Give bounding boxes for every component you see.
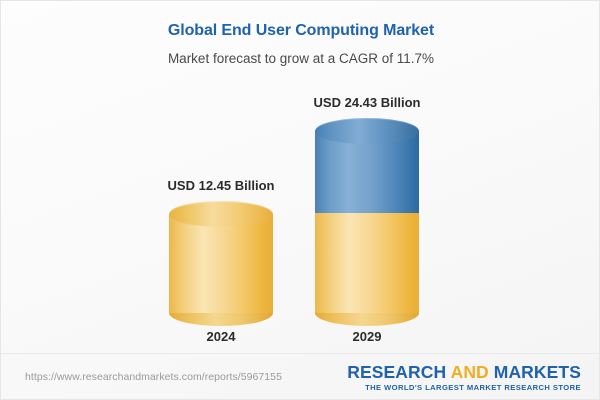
bar-value-label-2024: USD 12.45 Billion — [167, 178, 275, 193]
source-url[interactable]: https://www.researchandmarkets.com/repor… — [25, 371, 282, 383]
cylinder-top-ellipse-2029 — [315, 118, 419, 144]
brand-word-and: AND — [450, 362, 489, 382]
cylinder-segment-base-2029 — [315, 213, 419, 313]
chart-footer: https://www.researchandmarkets.com/repor… — [1, 354, 599, 399]
bar-group-2024: USD 12.45 Billion 2024 — [141, 89, 301, 344]
chart-subtitle: Market forecast to grow at a CAGR of 11.… — [167, 51, 435, 66]
cylinder-bar-2029[interactable] — [315, 118, 419, 326]
chart-title: Global End User Computing Market — [167, 22, 435, 39]
brand-word-research: RESEARCH — [347, 362, 447, 382]
cylinder-top-ellipse-2024 — [169, 201, 273, 227]
brand-tagline: THE WORLD'S LARGEST MARKET RESEARCH STOR… — [365, 383, 581, 392]
category-label-2024: 2024 — [206, 329, 236, 344]
footer-divider — [1, 353, 599, 354]
chart-header: Global End User Computing Market Market … — [1, 21, 599, 67]
category-label-2029: 2029 — [352, 329, 382, 344]
chart-plot-area: USD 12.45 Billion 2024 USD 24.43 Billion… — [1, 89, 599, 344]
brand-logo-wordmark: RESEARCH AND MARKETS — [347, 362, 581, 382]
cylinder-segment-growth-2029 — [315, 131, 419, 213]
bar-value-label-2029: USD 24.43 Billion — [313, 95, 421, 110]
cylinder-bar-2024[interactable] — [169, 201, 273, 326]
brand-logo[interactable]: RESEARCH AND MARKETS THE WORLD'S LARGEST… — [347, 362, 581, 393]
bar-group-2029: USD 24.43 Billion 2029 — [287, 89, 447, 344]
cylinder-body-2024 — [169, 214, 273, 313]
brand-word-markets: MARKETS — [493, 362, 581, 382]
